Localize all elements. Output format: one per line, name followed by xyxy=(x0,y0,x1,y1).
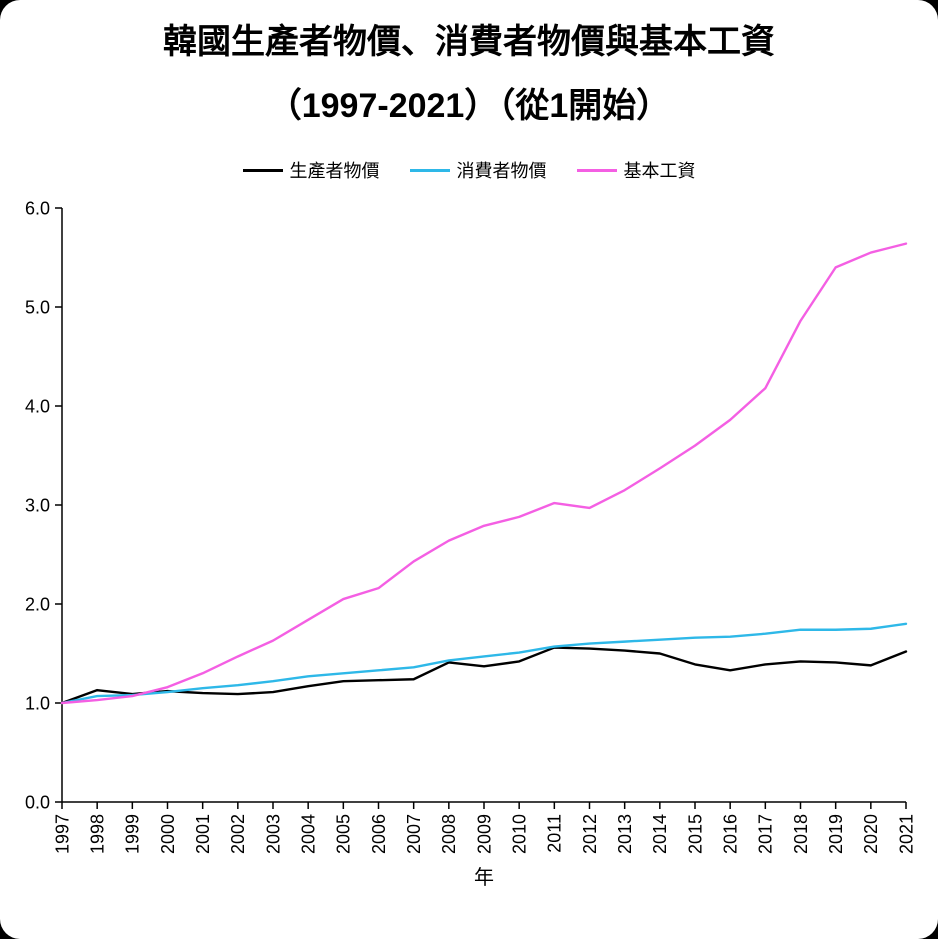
x-tick-label: 2017 xyxy=(756,814,776,854)
x-tick-label: 2015 xyxy=(685,814,705,854)
legend-item-0: 生產者物價 xyxy=(242,157,380,183)
legend: 生產者物價 消費者物價 基本工資 xyxy=(0,158,938,182)
x-tick-label: 2000 xyxy=(158,814,178,854)
y-tick-label: 5.0 xyxy=(25,298,50,318)
series-line-0 xyxy=(60,646,908,705)
legend-line-swatch xyxy=(576,168,617,172)
x-tick-label: 2021 xyxy=(896,814,916,854)
x-tick-label: 1997 xyxy=(52,814,72,854)
x-tick-label: 2014 xyxy=(650,814,670,854)
legend-label: 生產者物價 xyxy=(289,161,380,182)
y-tick-label: 0.0 xyxy=(25,793,50,813)
x-tick-label: 2008 xyxy=(439,814,459,854)
x-tick-label: 2020 xyxy=(861,814,881,854)
legend-label: 基本工資 xyxy=(623,161,696,182)
x-axis-title: 年 xyxy=(474,866,494,889)
y-tick-label: 3.0 xyxy=(25,496,50,516)
series-line-2 xyxy=(60,242,908,705)
x-tick-label: 2012 xyxy=(580,814,600,854)
legend-line-swatch xyxy=(409,168,450,172)
x-tick-label: 1998 xyxy=(87,814,107,854)
x-tick-label: 2003 xyxy=(263,814,283,854)
chart-canvas: 0.0 1.0 2.0 3.0 4.0 5.0 6.0 1997 1998 1999 2000 200… xyxy=(25,199,916,890)
chart-title-line2: （1997-2021）（從1開始） xyxy=(267,87,671,126)
legend-label: 消費者物價 xyxy=(456,161,547,182)
x-tick-label: 2018 xyxy=(791,814,811,854)
x-tick-label: 2019 xyxy=(826,814,846,854)
x-tick-label: 2006 xyxy=(369,814,389,854)
y-tick-label: 1.0 xyxy=(25,694,50,714)
legend-item-2: 基本工資 xyxy=(576,157,696,183)
y-tick-label: 2.0 xyxy=(25,595,50,615)
chart-title-line1: 韓國生產者物價、消費者物價與基本工資 xyxy=(163,23,775,61)
x-tick-label: 2004 xyxy=(298,814,318,854)
plot-area-wrapper: 0.0 1.0 2.0 3.0 4.0 5.0 6.0 1997 1998 1999 2000 200… xyxy=(0,184,938,901)
x-tick-label: 2010 xyxy=(509,814,529,854)
y-tick-label: 6.0 xyxy=(25,199,50,219)
x-tick-label: 2002 xyxy=(228,814,248,854)
series-line-1 xyxy=(60,622,908,705)
x-tick-label: 2005 xyxy=(334,814,354,854)
x-tick-label: 2001 xyxy=(193,814,213,854)
x-tick-label: 2016 xyxy=(720,814,740,854)
legend-item-1: 消費者物價 xyxy=(409,157,547,183)
legend-line-swatch xyxy=(242,168,283,172)
x-tick-label: 1999 xyxy=(123,814,143,854)
x-tick-label: 2011 xyxy=(545,814,565,853)
y-tick-label: 4.0 xyxy=(25,397,50,417)
x-tick-label: 2007 xyxy=(404,814,424,854)
x-tick-label: 2009 xyxy=(474,814,494,854)
x-tick-label: 2013 xyxy=(615,814,635,854)
